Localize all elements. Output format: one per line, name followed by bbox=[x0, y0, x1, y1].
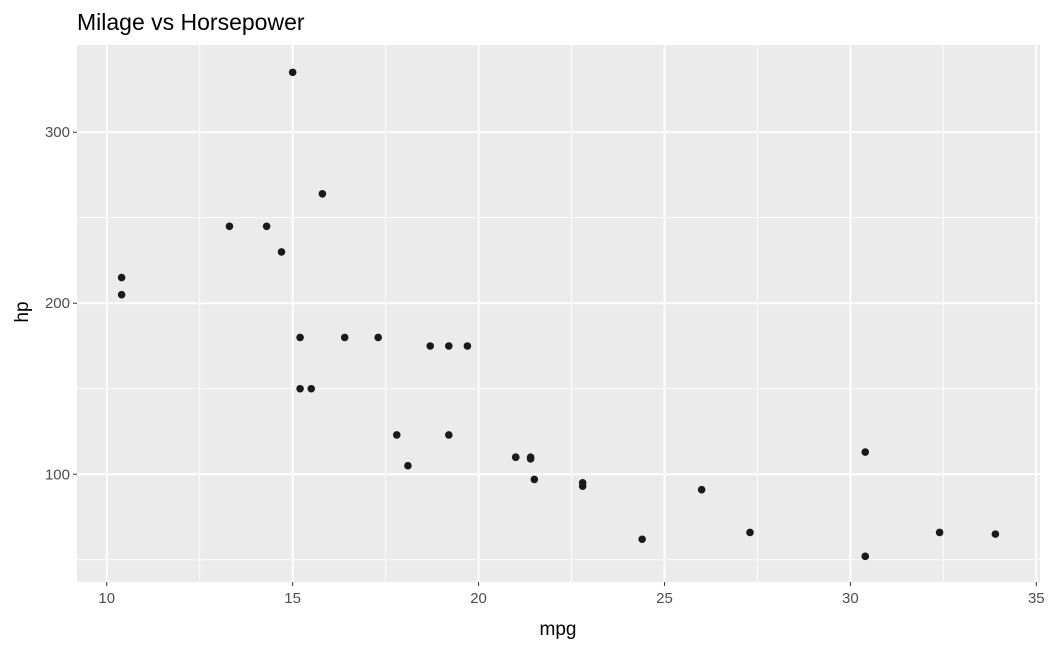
data-point bbox=[530, 475, 539, 484]
major-gridlines bbox=[77, 45, 1040, 582]
data-point bbox=[392, 431, 401, 439]
data-point bbox=[445, 431, 453, 439]
x-tick-label: 25 bbox=[656, 590, 673, 607]
data-point bbox=[404, 461, 412, 470]
x-tick-label: 10 bbox=[98, 590, 115, 607]
data-point bbox=[225, 222, 234, 231]
data-point bbox=[296, 333, 304, 342]
x-tick-label: 20 bbox=[470, 590, 487, 607]
minor-gridlines bbox=[77, 45, 1040, 582]
data-points bbox=[117, 68, 1000, 561]
data-point bbox=[746, 528, 754, 537]
data-point bbox=[638, 535, 646, 544]
data-point bbox=[697, 485, 706, 494]
data-point bbox=[861, 552, 870, 561]
y-tick-label: 200 bbox=[45, 295, 70, 312]
x-tick-label: 30 bbox=[842, 590, 859, 607]
data-point bbox=[511, 453, 520, 461]
data-point bbox=[463, 342, 472, 350]
chart-title: Milage vs Horsepower bbox=[77, 9, 305, 35]
data-point bbox=[991, 530, 1000, 538]
y-axis-title: hp bbox=[12, 301, 33, 322]
plot-panel bbox=[77, 45, 1040, 582]
x-tick-label: 15 bbox=[284, 590, 301, 607]
data-point bbox=[288, 68, 297, 77]
y-tick-label: 100 bbox=[45, 466, 70, 483]
y-tick-label: 300 bbox=[45, 124, 70, 141]
data-point bbox=[578, 479, 587, 487]
data-point bbox=[526, 455, 535, 463]
y-axis: 100 200 300 bbox=[45, 124, 77, 483]
data-point bbox=[262, 222, 271, 231]
x-tick-label: 35 bbox=[1028, 590, 1045, 607]
data-point bbox=[861, 448, 870, 456]
data-point bbox=[318, 189, 327, 198]
data-point bbox=[117, 290, 126, 299]
data-point bbox=[935, 528, 944, 537]
data-point bbox=[307, 384, 316, 393]
data-point bbox=[117, 273, 126, 282]
data-point bbox=[296, 384, 304, 393]
data-point bbox=[277, 248, 286, 256]
x-axis-title: mpg bbox=[540, 619, 577, 640]
data-point bbox=[374, 333, 382, 342]
x-axis: 10 15 20 25 30 35 bbox=[98, 582, 1045, 607]
data-point bbox=[445, 342, 453, 350]
data-point bbox=[340, 333, 349, 342]
data-point bbox=[426, 342, 435, 350]
